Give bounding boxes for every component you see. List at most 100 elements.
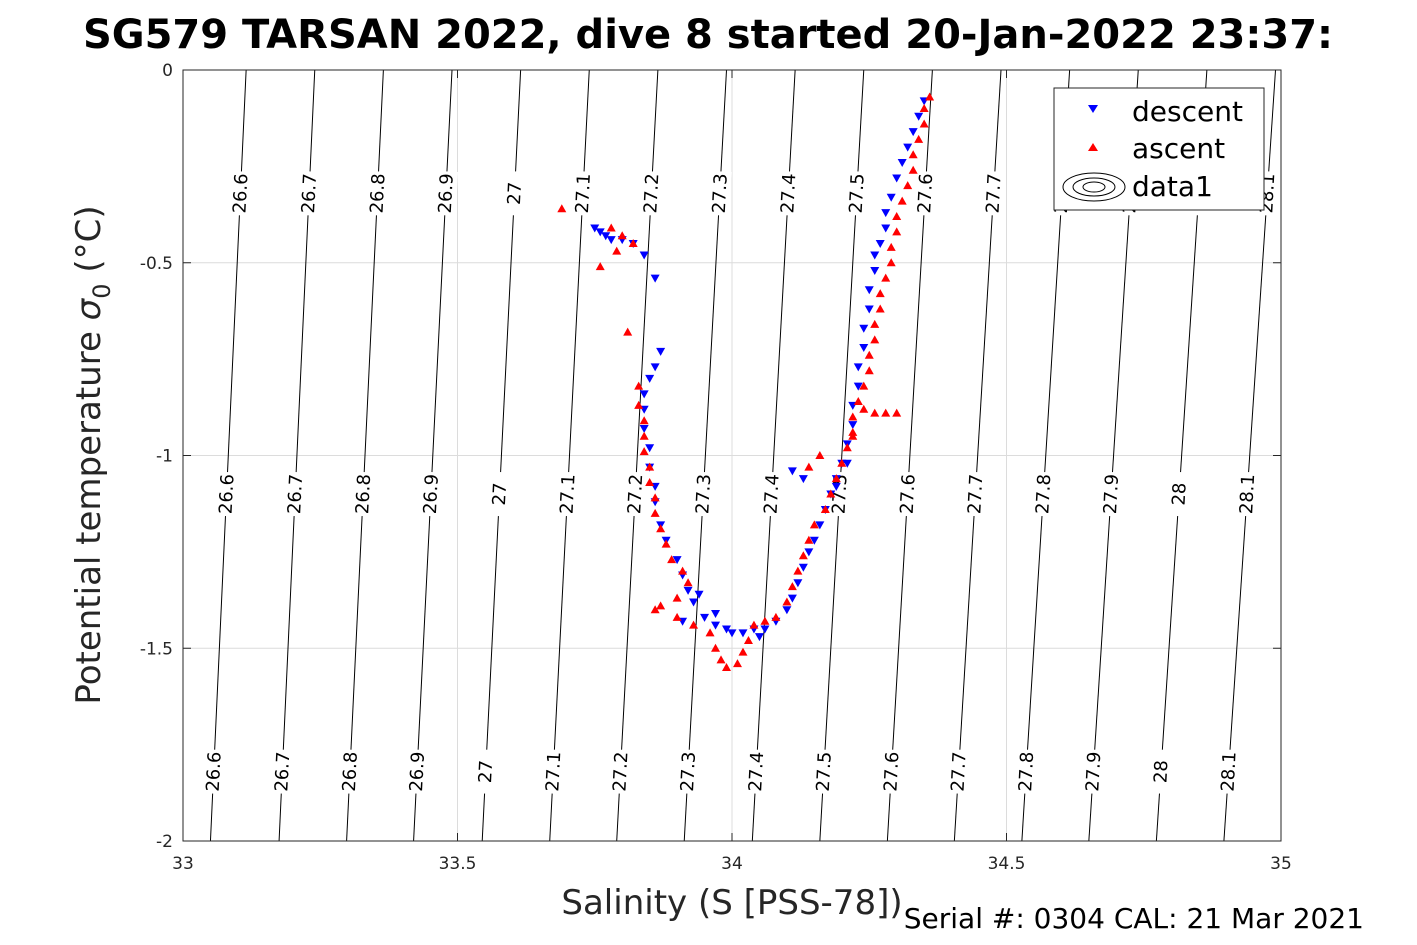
ascent-point bbox=[639, 447, 649, 456]
isopycnal-label-text: 27.7 bbox=[948, 751, 971, 792]
descent-point bbox=[645, 444, 655, 453]
isopycnal-label-text: 26.8 bbox=[339, 751, 362, 792]
ascent-point bbox=[639, 416, 649, 425]
isopycnal-label: 26.9 bbox=[433, 170, 458, 216]
isopycnal-label-text: 27.2 bbox=[609, 751, 632, 792]
isopycnal-label: 26.8 bbox=[337, 749, 363, 795]
isopycnal-label-bg bbox=[691, 471, 716, 517]
x-axis-label: Salinity (S [PSS-78]) bbox=[561, 883, 902, 923]
ascent-point bbox=[815, 451, 825, 459]
ascent-point bbox=[606, 223, 616, 232]
isopycnal-label: 26.8 bbox=[365, 170, 390, 216]
ascent-point bbox=[634, 400, 644, 409]
ascent-point bbox=[853, 397, 863, 406]
isopycnal-label: 27.2 bbox=[608, 749, 633, 795]
y-axis-ticks: 0 -0.5 -1 -1.5 -2 bbox=[140, 61, 1281, 852]
ascent-point bbox=[804, 535, 814, 544]
grid-lines bbox=[183, 70, 1281, 841]
ascent-point bbox=[804, 462, 814, 471]
isopycnal-label-bg bbox=[228, 170, 253, 216]
ascent-point bbox=[716, 655, 726, 664]
isopycnal-label-bg bbox=[270, 749, 295, 795]
descent-point bbox=[639, 251, 649, 260]
x-tick-label: 33.5 bbox=[439, 854, 477, 874]
isopycnal-label-text: 27.1 bbox=[556, 474, 579, 515]
isopycnal-label-text: 26.6 bbox=[203, 751, 226, 792]
isopycnal-label-bg bbox=[1014, 749, 1039, 795]
isopycnal-label: 28 bbox=[1148, 749, 1174, 795]
isopycnal-label: 26.6 bbox=[201, 749, 226, 795]
isopycnal-label-bg bbox=[487, 471, 512, 517]
ascent-point bbox=[623, 327, 633, 336]
y-axis-label-unit: (°C) bbox=[69, 205, 109, 283]
ascent-point bbox=[925, 92, 935, 101]
legend-contour-icon bbox=[1062, 172, 1126, 202]
isopycnal-label-bg bbox=[895, 471, 920, 517]
isopycnal-label: 28.1 bbox=[1216, 749, 1241, 795]
ascent-point bbox=[886, 242, 896, 251]
ascent-point bbox=[892, 408, 902, 417]
descent-point bbox=[672, 556, 682, 565]
isopycnal-label: 26.6 bbox=[228, 170, 253, 216]
isopycnal-label: 27.6 bbox=[879, 749, 904, 795]
isopycnal-label-text: 27.6 bbox=[914, 173, 937, 214]
isopycnal-label-bg bbox=[1216, 749, 1241, 795]
isopycnal-label: 26.7 bbox=[282, 471, 308, 517]
ascent-point bbox=[661, 539, 671, 548]
descent-point bbox=[875, 239, 885, 248]
isopycnal-label: 27.8 bbox=[1031, 471, 1056, 517]
legend-descent-marker bbox=[1088, 105, 1098, 113]
isopycnal-label: 27.6 bbox=[913, 170, 938, 216]
descent-point bbox=[694, 590, 704, 599]
descent-point bbox=[864, 305, 874, 314]
descent-point bbox=[793, 579, 803, 588]
isopycnal-label-bg bbox=[827, 471, 852, 517]
ascent-series bbox=[557, 92, 935, 672]
isopycnal-label: 27 bbox=[502, 170, 527, 216]
ascent-point bbox=[650, 493, 660, 502]
isopycnal-label-text: 28.1 bbox=[1236, 474, 1259, 515]
isopycnal-label-text: 27.6 bbox=[897, 474, 920, 515]
ascent-point bbox=[617, 231, 627, 240]
ascent-point bbox=[672, 593, 682, 602]
isopycnal-label-text: 27.7 bbox=[983, 173, 1006, 214]
isopycnal-label-text: 28 bbox=[1169, 482, 1191, 506]
descent-point bbox=[848, 421, 858, 430]
ascent-point bbox=[881, 408, 891, 417]
isopycnal-label-bg bbox=[913, 170, 938, 216]
isopycnal-label-text: 26.6 bbox=[229, 173, 252, 214]
ascent-point bbox=[738, 647, 748, 656]
legend-item-data1: data1 bbox=[1062, 170, 1213, 203]
isopycnal-label-text: 27.2 bbox=[624, 474, 647, 515]
isopycnal-label-text: 26.7 bbox=[298, 173, 321, 214]
serial-cal-footer: Serial #: 0304 CAL: 21 Mar 2021 bbox=[904, 902, 1364, 935]
isopycnal-label: 27.1 bbox=[541, 749, 566, 795]
ascent-point bbox=[628, 238, 638, 247]
isopycnal-label: 27.7 bbox=[946, 749, 971, 795]
ascent-point bbox=[859, 381, 869, 390]
isopycnal-label: 27.2 bbox=[623, 471, 648, 517]
legend-item-ascent: ascent bbox=[1088, 132, 1225, 165]
isopycnal-label-text: 28.1 bbox=[1218, 751, 1241, 792]
ascent-point bbox=[689, 620, 699, 629]
isopycnal-label: 26.6 bbox=[214, 471, 239, 517]
isopycnal-label: 27.3 bbox=[707, 170, 732, 216]
isopycnal-label: 27.7 bbox=[963, 471, 988, 517]
isopycnal-label-text: 27 bbox=[504, 181, 526, 205]
ascent-point bbox=[645, 462, 655, 471]
x-axis-ticks: 33 33.5 34 34.5 35 bbox=[172, 70, 1292, 874]
isopycnal-label-bg bbox=[351, 471, 376, 517]
descent-point bbox=[711, 610, 721, 619]
ascent-point bbox=[837, 458, 847, 467]
ascent-point bbox=[875, 289, 885, 298]
ascent-point bbox=[864, 366, 874, 375]
descent-point bbox=[650, 274, 660, 283]
descent-point bbox=[804, 548, 814, 557]
descent-point bbox=[853, 363, 863, 372]
descent-point bbox=[601, 232, 611, 241]
x-tick-label: 34.5 bbox=[988, 854, 1026, 874]
isopycnal-label-text: 27.7 bbox=[964, 474, 987, 515]
y-axis-label-main: Potential temperature bbox=[69, 320, 109, 704]
descent-point bbox=[782, 606, 792, 615]
legend-ascent-label: ascent bbox=[1132, 132, 1225, 165]
